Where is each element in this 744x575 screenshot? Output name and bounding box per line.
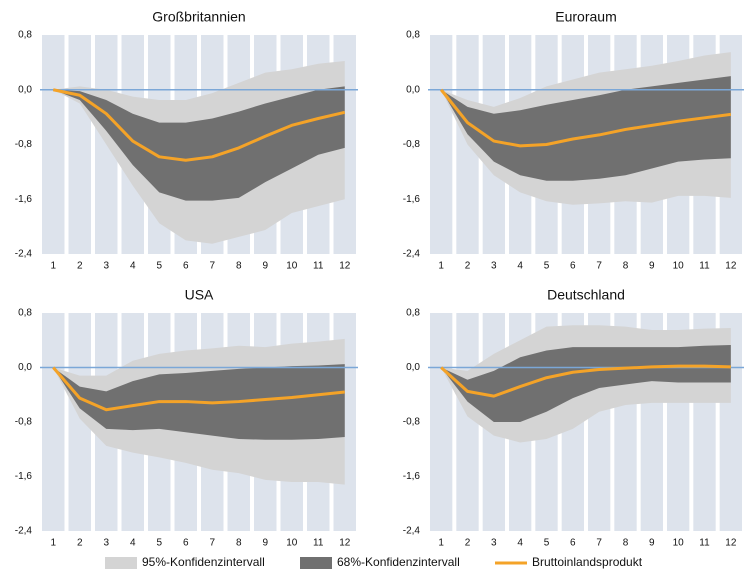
y-tick-label: 0,8 (406, 308, 420, 319)
y-tick-label: 0,0 (18, 84, 32, 95)
x-tick-label: 2 (77, 261, 83, 272)
x-tick-label: 5 (156, 538, 162, 549)
x-tick-label: 10 (286, 261, 298, 272)
panel-title: Euroraum (555, 9, 616, 25)
y-tick-label: -0,8 (15, 417, 33, 428)
ci68-band (441, 76, 731, 181)
plot-column (430, 313, 453, 531)
x-tick-label: 10 (673, 538, 685, 549)
x-tick-label: 5 (156, 261, 162, 272)
x-tick-label: 2 (77, 538, 83, 549)
panel-title: Großbritannien (152, 9, 245, 25)
x-tick-label: 6 (183, 538, 189, 549)
x-tick-label: 7 (596, 261, 602, 272)
x-tick-label: 9 (649, 538, 655, 549)
y-tick-label: -0,8 (15, 139, 33, 150)
gdp-line (439, 88, 732, 148)
y-tick-label: -2,4 (403, 526, 421, 537)
x-tick-label: 11 (699, 261, 710, 272)
x-tick-label: 10 (286, 538, 298, 549)
x-tick-label: 8 (623, 538, 629, 549)
x-tick-label: 1 (50, 261, 56, 272)
legend-label: 68%-Konfidenzintervall (337, 555, 460, 569)
x-tick-label: 1 (438, 261, 444, 272)
y-tick-label: 0,0 (406, 362, 420, 373)
x-tick-label: 4 (130, 538, 136, 549)
y-tick-label: 0,8 (18, 308, 32, 319)
panel-title: Deutschland (547, 287, 625, 303)
ci68-band (53, 86, 345, 201)
y-tick-label: -2,4 (403, 249, 421, 260)
y-tick-label: -1,6 (403, 471, 421, 482)
plot-column (42, 35, 65, 254)
plot-column (68, 35, 91, 254)
y-tick-label: 0,8 (406, 30, 420, 41)
y-tick-label: 0,8 (18, 30, 32, 41)
y-tick-label: 0,0 (406, 84, 420, 95)
x-tick-label: 7 (596, 538, 602, 549)
x-tick-label: 12 (339, 261, 351, 272)
x-tick-label: 6 (570, 261, 576, 272)
x-tick-label: 8 (236, 261, 242, 272)
x-tick-label: 6 (183, 261, 189, 272)
x-tick-label: 11 (313, 538, 324, 549)
x-tick-label: 11 (313, 261, 324, 272)
x-tick-label: 12 (725, 261, 737, 272)
y-tick-label: -0,8 (403, 139, 421, 150)
x-tick-label: 9 (262, 538, 268, 549)
x-tick-label: 2 (465, 261, 471, 272)
x-tick-label: 4 (517, 538, 523, 549)
y-tick-label: -1,6 (15, 194, 33, 205)
plot-column (430, 35, 453, 254)
x-tick-label: 3 (491, 538, 497, 549)
x-tick-label: 12 (339, 538, 351, 549)
x-tick-label: 12 (725, 538, 737, 549)
x-tick-label: 11 (699, 538, 710, 549)
x-tick-label: 1 (438, 538, 444, 549)
y-tick-label: -1,6 (403, 194, 421, 205)
gdp-line (440, 364, 731, 398)
legend-swatch (105, 557, 137, 569)
y-tick-label: -0,8 (403, 417, 421, 428)
x-tick-label: 5 (544, 261, 550, 272)
x-tick-label: 8 (236, 538, 242, 549)
ci68-band (441, 345, 731, 422)
x-tick-label: 10 (673, 261, 685, 272)
x-tick-label: 7 (209, 261, 215, 272)
x-tick-label: 3 (103, 538, 109, 549)
y-tick-label: -1,6 (15, 471, 33, 482)
x-tick-label: 9 (649, 261, 655, 272)
x-tick-label: 3 (103, 261, 109, 272)
gdp-line (52, 88, 346, 162)
x-tick-label: 5 (544, 538, 550, 549)
x-tick-label: 2 (465, 538, 471, 549)
x-tick-label: 9 (262, 261, 268, 272)
x-tick-label: 8 (623, 261, 629, 272)
x-tick-label: 4 (130, 261, 136, 272)
plot-column (42, 313, 65, 531)
gdp-line (52, 366, 345, 412)
panel-title: USA (185, 287, 214, 303)
x-tick-label: 4 (517, 261, 523, 272)
legend-swatch (300, 557, 332, 569)
x-tick-label: 6 (570, 538, 576, 549)
y-tick-label: 0,0 (18, 362, 32, 373)
legend-label: 95%-Konfidenzintervall (142, 555, 265, 569)
y-tick-label: -2,4 (15, 249, 33, 260)
y-tick-label: -2,4 (15, 526, 33, 537)
x-tick-label: 1 (50, 538, 56, 549)
x-tick-label: 7 (209, 538, 215, 549)
x-tick-label: 3 (491, 261, 497, 272)
legend-label: Bruttoinlandsprodukt (532, 555, 643, 569)
